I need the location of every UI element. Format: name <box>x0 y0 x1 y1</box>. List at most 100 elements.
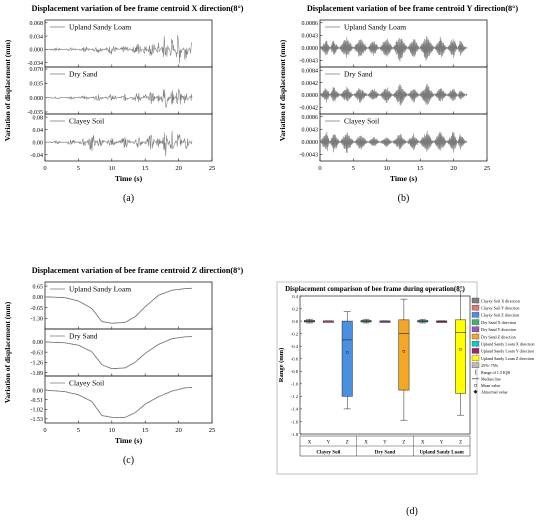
legend-swatch-iqr <box>471 362 480 368</box>
y-tick-label: -1.2 <box>291 394 299 399</box>
chart-b-xlabel: Time (s) <box>390 174 418 183</box>
series-line-clayey-soil <box>319 130 468 154</box>
chart-b-svg: Displacement variation of bee frame cent… <box>278 4 519 204</box>
series-label: Upland Sandy Loam <box>69 285 131 294</box>
y-tick-label: 0.0043 <box>302 33 319 39</box>
y-tick-label: -1.8 <box>291 432 299 437</box>
x-tick-label: 5 <box>77 165 80 172</box>
chart-a-xlabel: Time (s) <box>115 174 143 183</box>
y-tick-label: -0.65 <box>31 306 44 312</box>
legend-swatch <box>471 341 480 347</box>
y-tick-label: -0.0042 <box>300 105 319 111</box>
legend-swatch <box>471 297 480 304</box>
x-tick-label: 0 <box>43 165 46 172</box>
y-tick-label: -1.6 <box>291 419 299 424</box>
legend-label: Clayey Soil X direction <box>481 298 520 303</box>
x-tick-label: 20 <box>175 427 182 434</box>
y-tick-label: -0.4 <box>291 344 299 349</box>
panel-label: (a) <box>123 193 134 204</box>
direction-label: X <box>421 441 425 446</box>
series-line-dry-sand <box>319 83 468 106</box>
chart-panel-b: Displacement variation of bee frame cent… <box>275 0 550 262</box>
y-tick-label: -0.0043 <box>300 153 319 159</box>
y-tick-label: 0.0084 <box>302 68 319 74</box>
direction-label: Y <box>440 441 444 446</box>
chart-d-title: Displacement comparison of bee frame dur… <box>285 285 465 293</box>
legend-swatch <box>471 355 480 361</box>
y-tick-label: 0.0000 <box>302 46 319 52</box>
series-label: Upland Sandy Loam <box>69 23 131 32</box>
y-tick-label: 0.00 <box>33 388 44 394</box>
legend-swatch <box>471 333 480 340</box>
box-upland-sandy-loam-z-direction <box>455 319 467 394</box>
subplot-frame <box>319 113 488 162</box>
legend-label: Dry Sand X direction <box>481 320 516 325</box>
y-tick-label: 0.000 <box>30 96 44 102</box>
y-tick-label: -0.035 <box>28 110 44 116</box>
chart-a-ylabel: Variation of displacement (mm) <box>3 39 12 141</box>
direction-label: Y <box>383 441 387 446</box>
y-tick-label: 0.0043 <box>302 127 319 133</box>
y-tick-label: -1.89 <box>31 371 44 377</box>
y-tick-label: 0.0000 <box>302 93 319 99</box>
group-label: Upland Sandy Loam <box>420 451 465 456</box>
direction-label: X <box>308 441 312 446</box>
x-tick-label: 20 <box>175 165 182 172</box>
x-tick-label: 20 <box>450 165 457 172</box>
legend-label: Upland Sandy Loam X direction <box>481 342 534 347</box>
legend-label: Upland Sandy Loam Y direction <box>481 349 534 354</box>
x-tick-label: 25 <box>209 427 216 434</box>
y-tick-label: 0.0042 <box>302 81 319 87</box>
series-line-upland-sandy-loam <box>44 287 192 324</box>
x-tick-label: 5 <box>352 165 355 172</box>
direction-label: X <box>364 441 368 446</box>
direction-label: Z <box>402 441 405 446</box>
series-label: Clayey Soil <box>69 379 104 388</box>
legend-label: Dry Sand Z direction <box>481 334 516 339</box>
box-mean <box>459 348 462 351</box>
legend-swatch <box>471 305 480 311</box>
chart-panel-a: Displacement variation of bee frame cent… <box>0 0 275 262</box>
y-tick-label: 0.00 <box>33 140 44 146</box>
series-line-dry-sand <box>44 89 193 108</box>
panel-label: (d) <box>406 506 418 517</box>
chart-b-title: Displacement variation of bee frame cent… <box>307 4 519 13</box>
y-tick-label: 0.00 <box>33 295 44 301</box>
legend-mark-outlier <box>473 389 478 394</box>
legend-swatch <box>471 312 480 318</box>
y-tick-label: 0.2 <box>292 306 298 311</box>
y-tick-label: -1.4 <box>291 407 299 412</box>
y-tick-label: 0.0000 <box>302 140 319 146</box>
y-tick-label: -1.02 <box>31 407 44 413</box>
y-tick-label: 0.4 <box>292 294 298 299</box>
series-line-upland-sandy-loam <box>319 36 468 62</box>
box-dry-sand-z-direction <box>398 319 410 391</box>
y-tick-label: -0.51 <box>31 398 44 404</box>
legend-mark-mean <box>474 384 477 387</box>
box-clayey-soil-z-direction <box>341 320 353 397</box>
y-tick-label: 0.070 <box>30 67 44 73</box>
legend-label: Clayey Soil Z direction <box>481 313 519 318</box>
series-label: Clayey Soil <box>344 117 379 126</box>
chart-a-title: Displacement variation of bee frame cent… <box>32 4 244 13</box>
y-tick-label: 0.0086 <box>302 21 319 27</box>
panel-label: (c) <box>123 455 134 466</box>
x-tick-label: 0 <box>43 427 46 434</box>
legend-label: Dry Sand Y direction <box>481 327 516 332</box>
chart-c-title: Displacement variation of bee frame cent… <box>32 266 244 275</box>
y-tick-label: 0.035 <box>30 82 44 88</box>
legend-label: Clayey Soil Y direction <box>481 306 519 311</box>
direction-label: Y <box>327 441 331 446</box>
chart-c-svg: Displacement variation of bee frame cent… <box>3 266 244 466</box>
group-label: Clayey Soil <box>316 451 341 456</box>
y-tick-label: 0.08 <box>33 115 44 121</box>
y-tick-label: -1.0 <box>291 382 299 387</box>
y-tick-label: -0.2 <box>291 331 299 336</box>
chart-d-svg: Displacement comparison of bee frame dur… <box>276 281 534 517</box>
y-tick-label: -0.8 <box>291 369 299 374</box>
series-line-dry-sand <box>45 336 192 370</box>
box-mean <box>346 351 349 354</box>
x-tick-label: 0 <box>318 165 321 172</box>
y-tick-label: -1.53 <box>31 417 44 423</box>
series-label: Dry Sand <box>344 70 373 79</box>
